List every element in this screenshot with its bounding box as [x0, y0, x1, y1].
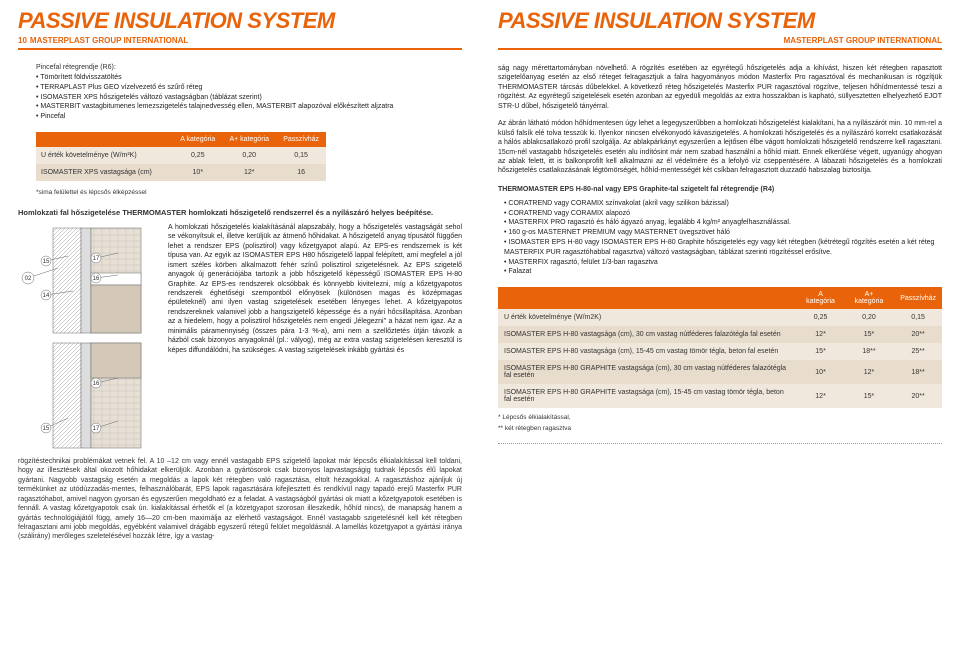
diagram-label: 16: [93, 381, 100, 387]
left-page: PASSIVE INSULATION SYSTEM 10MASTERPLAST …: [0, 0, 480, 550]
diagram-label: 15: [43, 426, 50, 432]
table-note: *sima felülettel és lépcsős élképzéssel: [36, 189, 462, 196]
table-left: A kategóriaA+ kategóriaPasszívház U érté…: [36, 132, 326, 181]
header-right: PASSIVE INSULATION SYSTEM MASTERPLAST GR…: [498, 8, 942, 50]
diagram-label: 15: [43, 259, 50, 265]
diagram-label: 02: [25, 276, 32, 282]
list-title: Pincefal rétegrendje (R6):: [36, 64, 462, 71]
list-item: TERRAPLAST Plus GEO vízelvezető és szűrő…: [36, 83, 462, 93]
diagram-label: 17: [93, 426, 100, 432]
title-left: PASSIVE INSULATION SYSTEM: [18, 8, 462, 34]
right-text-col: A homlokzati hőszigetelés kialakításánál…: [168, 223, 462, 453]
section-heading: THERMOMASTER EPS H-80-nal vagy EPS Graph…: [498, 186, 942, 193]
list-item: Tömörített földvisszatöltés: [36, 73, 462, 83]
diagram-label: 17: [93, 256, 100, 262]
list-item: ISOMASTER EPS H-80 vagy ISOMASTER EPS H-…: [504, 238, 942, 258]
list-item: Pincefal: [36, 112, 462, 122]
paragraph: ság nagy mérettartományban növelhető. A …: [498, 64, 942, 111]
footnote: * Lépcsős élkialakítással,: [498, 414, 942, 421]
title-right: PASSIVE INSULATION SYSTEM: [498, 8, 942, 34]
header-left: PASSIVE INSULATION SYSTEM 10MASTERPLAST …: [18, 8, 462, 50]
list-item: CORATREND vagy CORAMIX alapozó: [504, 209, 942, 219]
diagram-label: 16: [93, 276, 100, 282]
bottom-paragraph: rögzítéstechnikai problémákat vetnek fel…: [18, 457, 462, 542]
sub-left: 10MASTERPLAST GROUP INTERNATIONAL: [18, 36, 462, 45]
list-item: MASTERBIT vastagbitumenes lemezszigetelé…: [36, 102, 462, 112]
diagram-label: 14: [43, 293, 50, 299]
list-item: CORATREND vagy CORAMIX színvakolat (akri…: [504, 199, 942, 209]
sub-right: MASTERPLAST GROUP INTERNATIONAL: [498, 36, 942, 45]
right-page: PASSIVE INSULATION SYSTEM MASTERPLAST GR…: [480, 0, 960, 550]
layer-list: Pincefal rétegrendje (R6): Tömörített fö…: [36, 64, 462, 122]
list-item: 160 g-os MASTERNET PREMIUM vagy MASTERNE…: [504, 228, 942, 238]
paragraph: Az ábrán látható módon hőhídmentesen úgy…: [498, 119, 942, 176]
list-item: MASTERFIX PRO ragasztó és háló ágyazó an…: [504, 218, 942, 228]
footnote: ** két rétegben ragasztva: [498, 425, 942, 432]
list-item: ISOMASTER XPS hőszigetelés változó vasta…: [36, 93, 462, 103]
list-item: MASTERFIX ragasztó, felület 1/3-ban raga…: [504, 258, 942, 268]
table-right: A kategóriaA+ kategóriaPasszívház U érté…: [498, 287, 942, 408]
list-item: Falazat: [504, 267, 942, 277]
section-heading: Homlokzati fal hőszigetelése THERMOMASTE…: [18, 208, 462, 217]
diagram: 02 15 14 17 16 15 16 17: [18, 223, 158, 453]
paragraph: A homlokzati hőszigetelés kialakításánál…: [168, 223, 462, 355]
page-number: 10: [18, 36, 27, 45]
